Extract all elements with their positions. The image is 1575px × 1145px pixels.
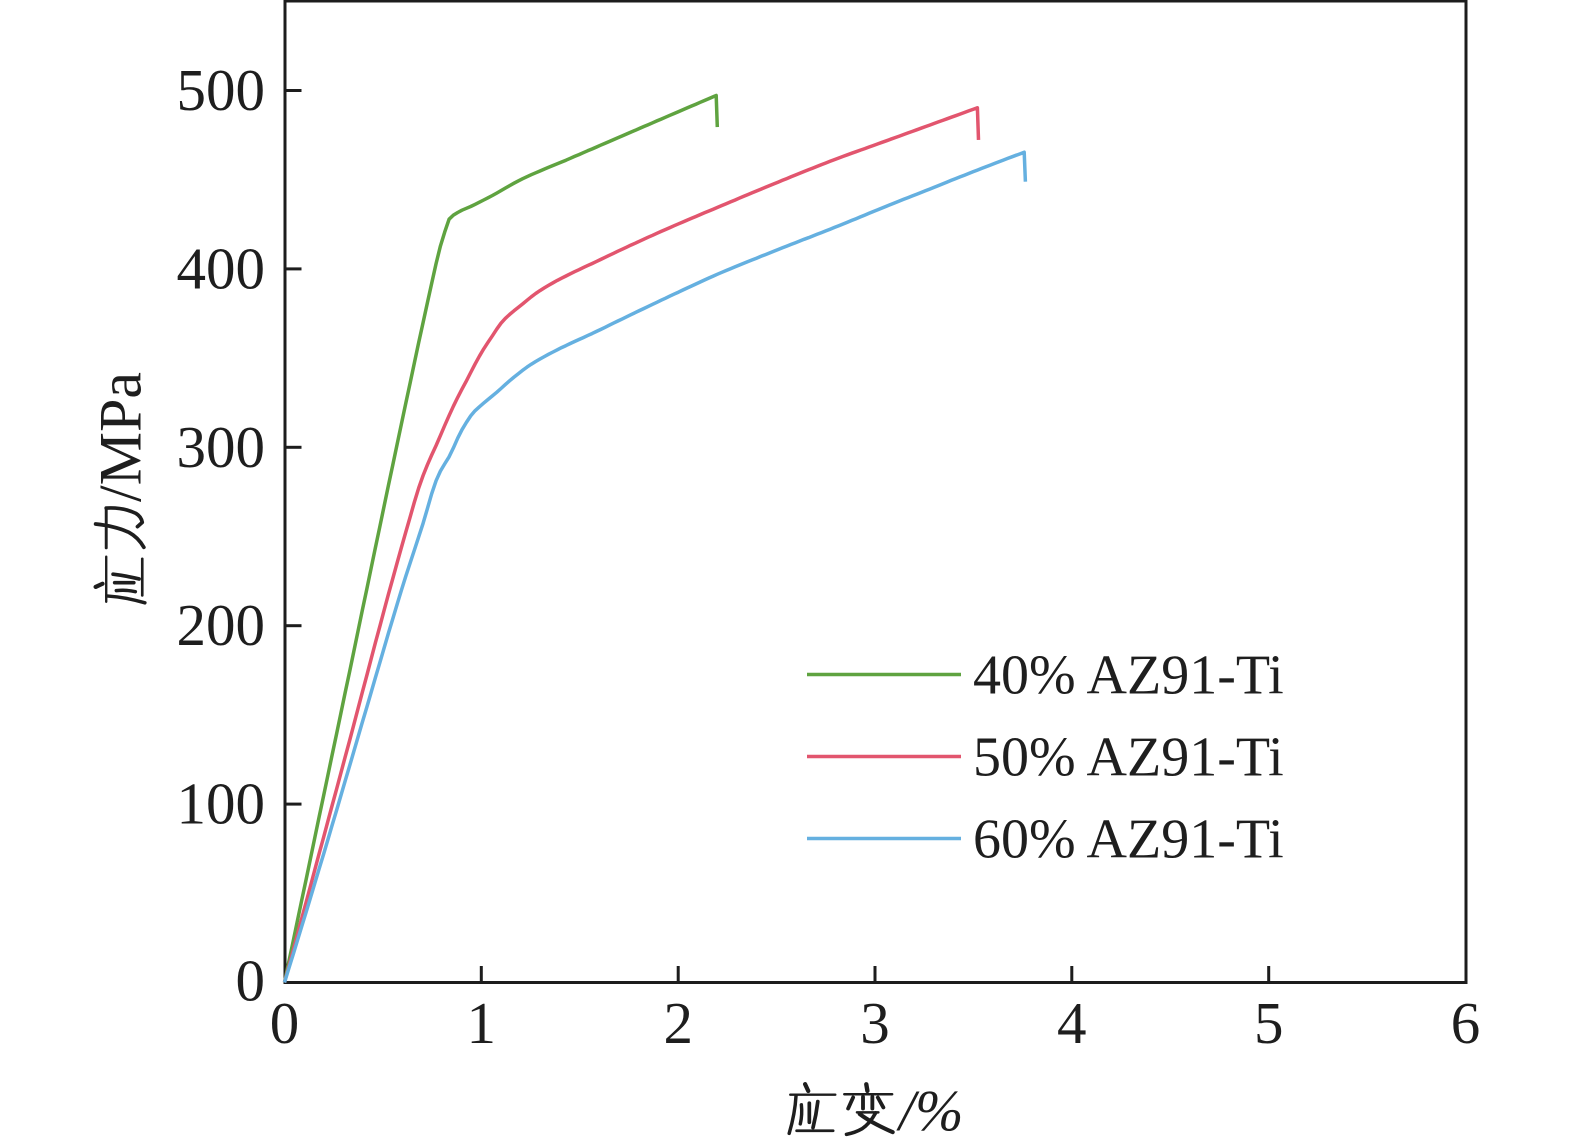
svg-text:2: 2 [663,990,693,1056]
svg-text:300: 300 [177,414,266,480]
svg-text:4: 4 [1057,990,1087,1056]
svg-text:400: 400 [177,235,266,301]
svg-text:/%: /% [896,1078,963,1143]
svg-text:60% AZ91-Ti: 60% AZ91-Ti [973,809,1284,871]
svg-text:200: 200 [177,592,266,658]
svg-text:3: 3 [860,990,890,1056]
svg-text:5: 5 [1254,990,1284,1056]
svg-text:6: 6 [1451,990,1481,1056]
svg-text:/MPa: /MPa [88,372,154,502]
svg-text:0: 0 [236,948,266,1014]
svg-text:0: 0 [270,990,300,1056]
svg-text:50% AZ91-Ti: 50% AZ91-Ti [973,727,1284,789]
svg-text:100: 100 [177,771,266,837]
svg-text:40% AZ91-Ti: 40% AZ91-Ti [973,645,1284,707]
svg-text:500: 500 [177,57,266,123]
svg-text:1: 1 [467,990,497,1056]
